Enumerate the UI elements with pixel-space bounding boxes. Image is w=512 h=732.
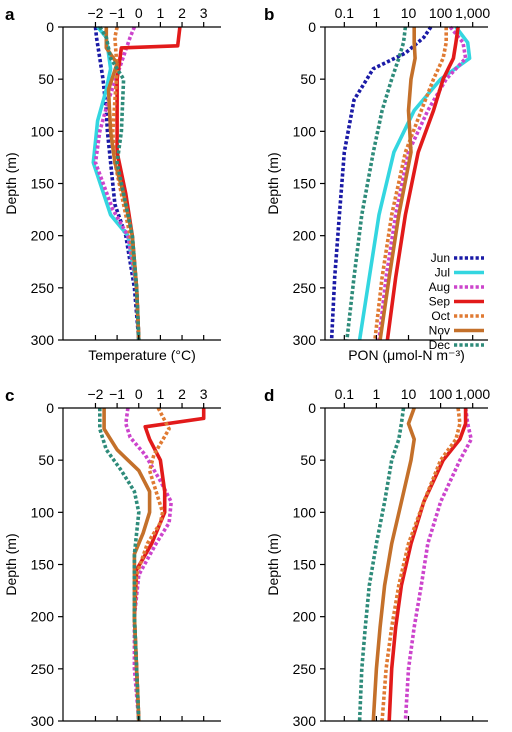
series-line-dec: [345, 26, 408, 341]
y-tick-label: 300: [293, 713, 317, 727]
y-tick-label: 200: [293, 609, 317, 625]
series-line-dec: [98, 26, 141, 341]
legend-label-sep: Sep: [429, 295, 451, 309]
y-tick-label: 50: [38, 71, 54, 87]
y-tick-label: 0: [308, 400, 316, 416]
y-tick-label: 200: [31, 609, 55, 625]
series-line-jun: [93, 26, 141, 341]
series-line-jul: [357, 25, 472, 341]
y-tick-label: 50: [38, 452, 54, 468]
series-line-aug: [403, 407, 474, 722]
x-tick-label: 1: [156, 386, 164, 402]
x-tick-label: 3: [200, 5, 208, 21]
x-tick-label: 1,000: [455, 5, 490, 21]
legend-label-nov: Nov: [429, 324, 450, 338]
series-line-dec: [98, 408, 141, 722]
x-tick-label: 1: [373, 386, 381, 402]
y-tick-label: 250: [31, 280, 55, 296]
legend-label-jun: Jun: [431, 251, 450, 265]
series-line-aug: [93, 26, 141, 341]
y-axis-title: Depth (m): [265, 533, 281, 595]
y-tick-label: 150: [293, 176, 317, 192]
y-axis-title: Depth (m): [265, 152, 281, 214]
y-tick-label: 300: [293, 332, 317, 348]
y-tick-label: 250: [31, 661, 55, 677]
series-line-oct: [373, 27, 449, 341]
y-tick-label: 200: [31, 228, 55, 244]
y-axis-title: Depth (m): [3, 152, 19, 214]
x-tick-label: 100: [429, 5, 453, 21]
legend-label-aug: Aug: [429, 280, 450, 294]
legend-label-dec: Dec: [429, 338, 450, 352]
y-tick-label: 150: [31, 557, 55, 573]
series-group: [357, 407, 474, 722]
x-tick-label: 0: [135, 386, 143, 402]
y-tick-label: 50: [300, 71, 316, 87]
y-tick-label: 100: [293, 123, 317, 139]
series-line-nov: [378, 27, 417, 341]
y-tick-label: 0: [308, 19, 316, 35]
x-tick-label: 0.1: [335, 5, 355, 21]
x-tick-label: 1: [373, 5, 381, 21]
x-tick-label: 2: [178, 5, 186, 21]
y-tick-label: 100: [293, 504, 317, 520]
y-tick-label: 300: [31, 332, 55, 348]
y-tick-label: 100: [31, 504, 55, 520]
series-group: [91, 25, 182, 341]
x-tick-label: 0: [135, 5, 143, 21]
series-line-sep: [115, 26, 182, 341]
panel-letter: b: [264, 5, 274, 24]
legend-label-oct: Oct: [431, 309, 450, 323]
series-line-jun: [329, 25, 433, 341]
series-line-oct: [380, 407, 462, 722]
x-axis-title: Temperature (°C): [88, 347, 196, 363]
panel-letter: d: [264, 386, 274, 405]
x-tick-label: 1: [156, 5, 164, 21]
x-tick-label: −2: [87, 5, 103, 21]
y-tick-label: 50: [300, 452, 316, 468]
x-tick-label: 2: [178, 386, 186, 402]
x-tick-label: 100: [429, 386, 453, 402]
y-tick-label: 150: [293, 557, 317, 573]
x-tick-label: −1: [109, 5, 125, 21]
y-axis-title: Depth (m): [3, 533, 19, 595]
y-tick-label: 150: [31, 176, 55, 192]
y-tick-label: 0: [46, 400, 54, 416]
y-tick-label: 300: [31, 713, 55, 727]
series-group: [98, 407, 206, 722]
series-group: [329, 25, 472, 341]
x-tick-label: 3: [200, 386, 208, 402]
series-line-sep: [387, 408, 468, 722]
y-tick-label: 0: [46, 19, 54, 35]
x-tick-label: 10: [401, 386, 417, 402]
series-line-sep: [132, 408, 206, 722]
legend-label-jul: Jul: [435, 266, 450, 280]
x-tick-label: 10: [401, 5, 417, 21]
y-tick-label: 100: [31, 123, 55, 139]
x-tick-label: 0.1: [335, 386, 355, 402]
y-tick-label: 250: [293, 661, 317, 677]
x-tick-label: −2: [87, 386, 103, 402]
x-tick-label: −1: [109, 386, 125, 402]
series-line-nov: [104, 27, 141, 341]
y-tick-label: 200: [293, 228, 317, 244]
x-axis-title: PON (μmol-N m⁻³): [348, 347, 465, 363]
series-line-sep: [385, 26, 460, 341]
panel-letter: c: [5, 386, 14, 405]
y-tick-label: 250: [293, 280, 317, 296]
series-line-dec: [357, 407, 406, 722]
panel-letter: a: [5, 5, 15, 24]
x-tick-label: 1,000: [455, 386, 490, 402]
series-line-nov: [371, 407, 417, 722]
